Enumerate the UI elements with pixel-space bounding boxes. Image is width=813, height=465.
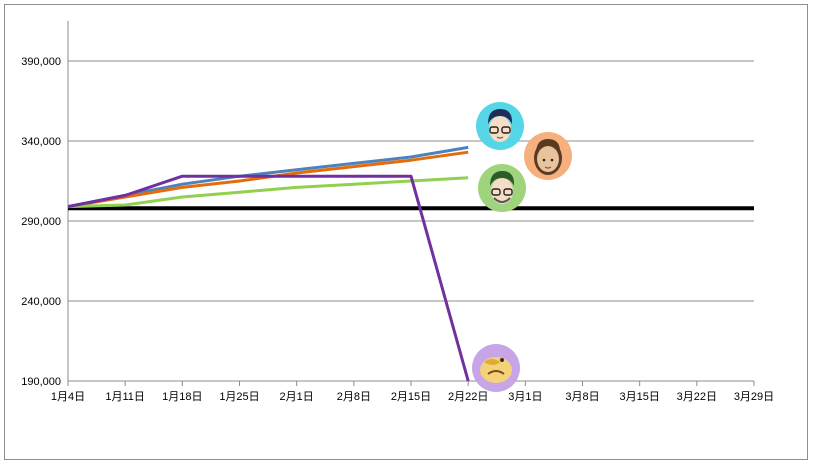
x-tick-label: 3月22日 bbox=[677, 391, 717, 403]
y-tick-label: 340,000 bbox=[21, 136, 61, 148]
avatar-face bbox=[491, 178, 513, 204]
x-tick-label: 2月22日 bbox=[448, 391, 488, 403]
x-tick-label: 2月15日 bbox=[391, 391, 431, 403]
x-tick-label: 3月1日 bbox=[508, 391, 542, 403]
avatar-long-hair-man-icon bbox=[524, 132, 572, 180]
chart-frame: 190,000 240,000 290,000 340,000 390,000 1月4日 1… bbox=[4, 4, 808, 460]
x-tick-label: 1月4日 bbox=[51, 391, 85, 403]
avatar-glasses bbox=[491, 188, 501, 196]
y-tick-label: 390,000 bbox=[21, 56, 61, 68]
avatar-glasses bbox=[503, 188, 513, 196]
axes bbox=[67, 21, 755, 386]
series-group bbox=[67, 145, 470, 382]
avatar-mouth bbox=[544, 166, 552, 169]
x-tick-label: 2月8日 bbox=[337, 391, 371, 403]
avatar-eye bbox=[542, 158, 546, 162]
cat-stripe bbox=[487, 370, 505, 375]
series-line bbox=[67, 176, 469, 209]
avatar-glasses-man-icon bbox=[476, 102, 524, 150]
avatar-hair bbox=[536, 139, 561, 154]
avatar-face bbox=[489, 116, 511, 142]
tick-labels: 190,000 240,000 290,000 340,000 390,000 1月4日 1… bbox=[21, 56, 774, 403]
x-tick-label: 3月15日 bbox=[619, 391, 659, 403]
avatar-eye bbox=[550, 158, 554, 162]
avatar-hair bbox=[490, 171, 515, 186]
y-tick-label: 240,000 bbox=[21, 296, 61, 308]
x-tick-label: 3月29日 bbox=[734, 391, 774, 403]
avatar-hair bbox=[488, 109, 513, 124]
line-chart: 190,000 240,000 290,000 340,000 390,000 1月4日 1… bbox=[21, 21, 774, 403]
cat-eye bbox=[500, 358, 504, 362]
series-line bbox=[67, 174, 470, 382]
series-line bbox=[67, 150, 469, 209]
gridlines bbox=[68, 60, 754, 302]
x-tick-label: 1月18日 bbox=[162, 391, 202, 403]
avatar-beard bbox=[493, 197, 511, 203]
x-tick-label: 3月8日 bbox=[565, 391, 599, 403]
x-tick-label: 1月25日 bbox=[219, 391, 259, 403]
avatar-group bbox=[472, 102, 572, 392]
avatar-glasses bbox=[489, 126, 499, 134]
y-tick-label: 190,000 bbox=[21, 376, 61, 388]
y-tick-label: 290,000 bbox=[21, 216, 61, 228]
cat-stripe bbox=[484, 359, 500, 365]
avatar-mouth bbox=[496, 136, 504, 139]
avatar-face bbox=[537, 146, 559, 172]
avatar-sleeping-cat-icon bbox=[472, 344, 520, 392]
x-tick-label: 2月1日 bbox=[280, 391, 314, 403]
avatar-green-glasses-man-icon bbox=[478, 164, 526, 212]
avatar-glasses bbox=[501, 126, 511, 134]
x-tick-label: 1月11日 bbox=[105, 391, 145, 403]
